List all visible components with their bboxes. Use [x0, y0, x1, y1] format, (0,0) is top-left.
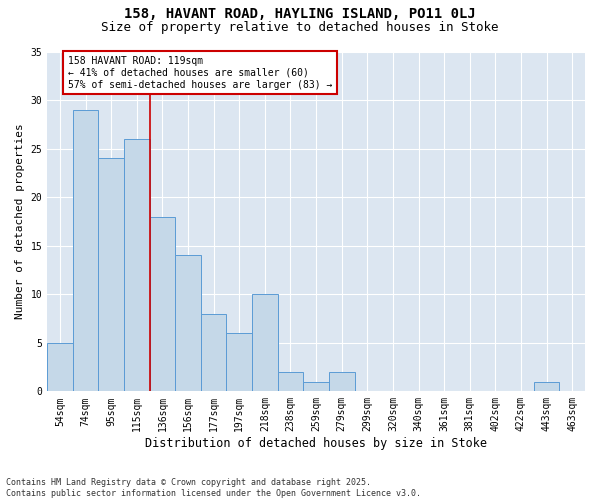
Bar	[278, 372, 303, 392]
Bar	[303, 382, 329, 392]
Bar	[149, 216, 175, 392]
Bar	[47, 343, 73, 392]
Bar	[329, 372, 355, 392]
Text: Contains HM Land Registry data © Crown copyright and database right 2025.
Contai: Contains HM Land Registry data © Crown c…	[6, 478, 421, 498]
Bar	[98, 158, 124, 392]
Bar	[73, 110, 98, 392]
X-axis label: Distribution of detached houses by size in Stoke: Distribution of detached houses by size …	[145, 437, 487, 450]
Bar	[124, 139, 149, 392]
Bar	[534, 382, 559, 392]
Text: 158 HAVANT ROAD: 119sqm
← 41% of detached houses are smaller (60)
57% of semi-de: 158 HAVANT ROAD: 119sqm ← 41% of detache…	[68, 56, 332, 90]
Bar	[175, 256, 201, 392]
Bar	[252, 294, 278, 392]
Text: Size of property relative to detached houses in Stoke: Size of property relative to detached ho…	[101, 21, 499, 34]
Y-axis label: Number of detached properties: Number of detached properties	[15, 124, 25, 320]
Bar	[226, 333, 252, 392]
Text: 158, HAVANT ROAD, HAYLING ISLAND, PO11 0LJ: 158, HAVANT ROAD, HAYLING ISLAND, PO11 0…	[124, 8, 476, 22]
Bar	[201, 314, 226, 392]
